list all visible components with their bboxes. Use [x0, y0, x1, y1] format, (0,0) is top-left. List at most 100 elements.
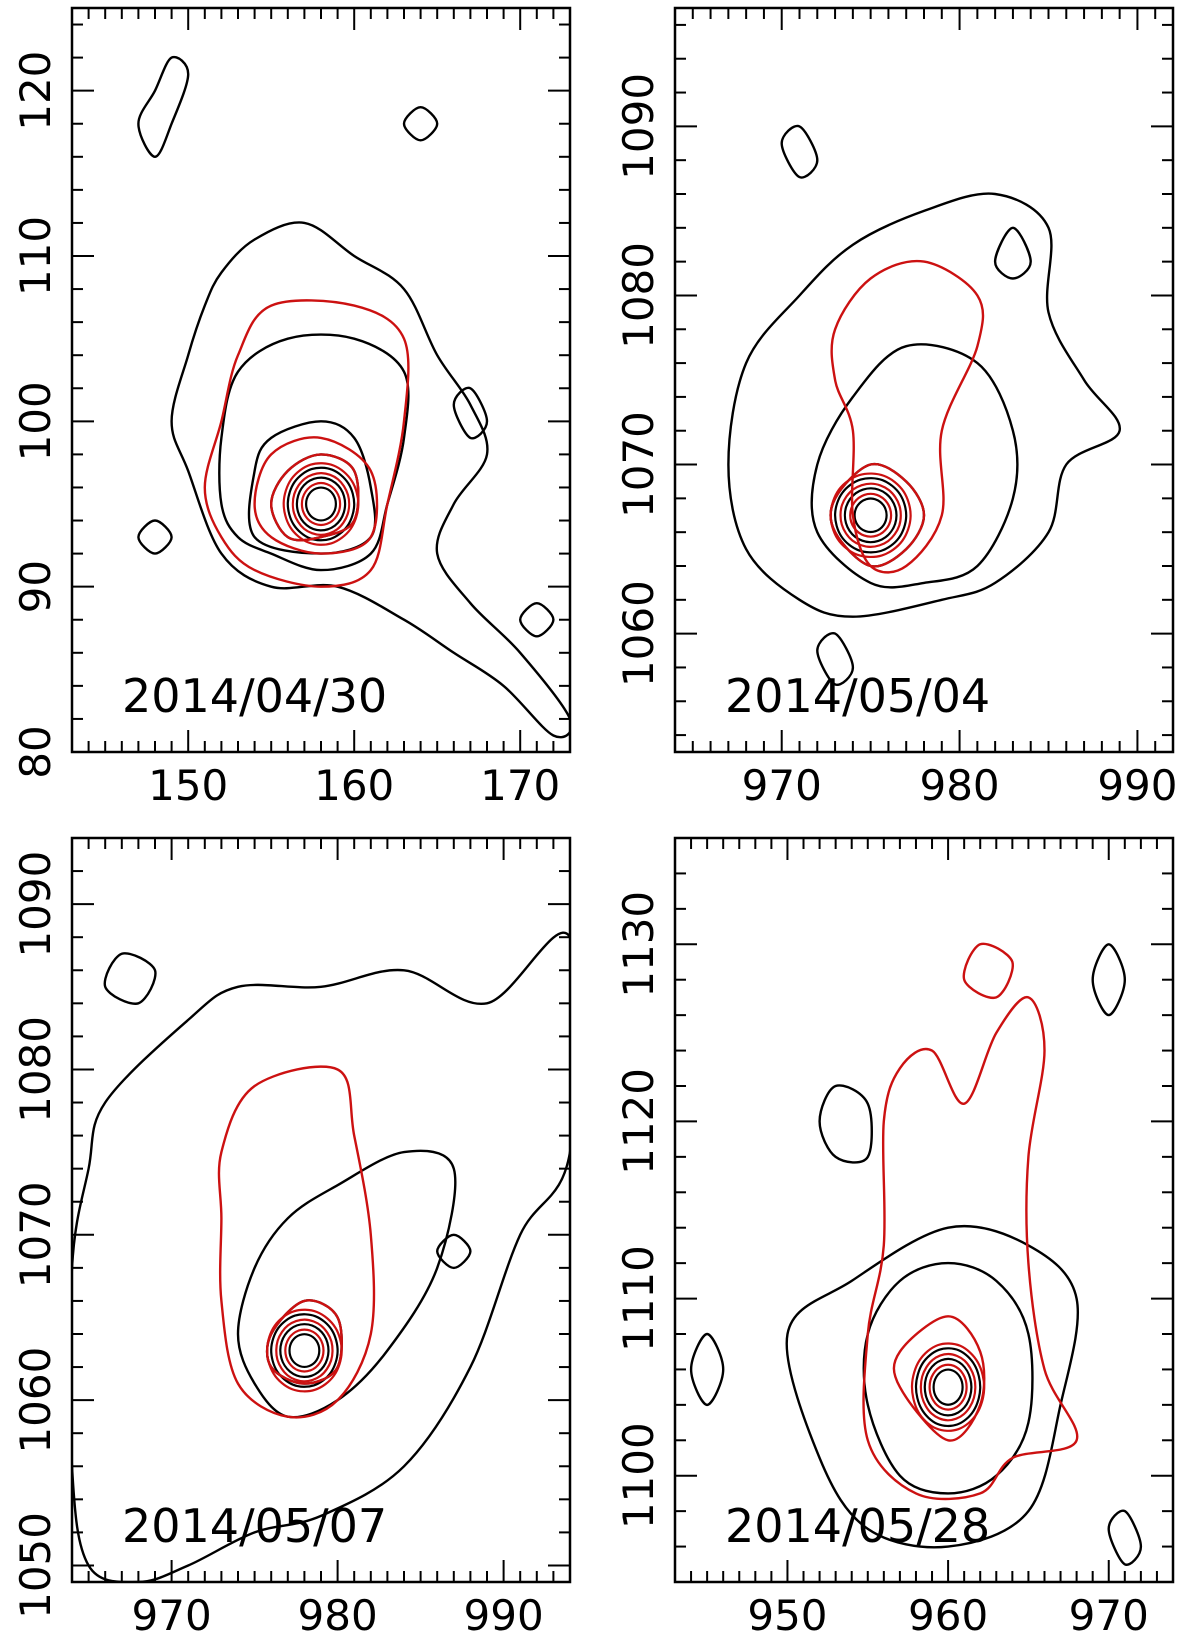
- black-contour-7: [137, 519, 173, 555]
- panel-3: 970 980 990 1050 1060 1070 1080 1090 2014/05/07: [11, 836, 572, 1638]
- panel-4: 950 960 970 1100 1110 1120 1130 2014/05/28: [614, 836, 1175, 1638]
- black-contour-5: [689, 1332, 725, 1407]
- y-tick-label: 1130: [614, 891, 663, 998]
- y-tick-label: 100: [11, 381, 60, 461]
- panel-date-label: 2014/04/30: [122, 669, 387, 723]
- red-contour-1: [203, 299, 410, 588]
- x-tick-label: 170: [480, 761, 560, 810]
- black-contour-2: [810, 343, 1019, 589]
- red-contour-2: [829, 462, 926, 568]
- black-contour-5: [780, 124, 819, 179]
- y-tick-label: 120: [11, 51, 60, 131]
- x-tick-label: 990: [464, 1591, 544, 1638]
- plot-frame: [673, 6, 1175, 754]
- y-tick-label: 1080: [614, 242, 663, 349]
- y-tick-label: 1070: [11, 1181, 60, 1288]
- black-contour-4: [993, 226, 1032, 280]
- black-contour-9: [519, 602, 555, 638]
- y-tick-label: 1070: [614, 411, 663, 518]
- red-core-ring-2: [919, 1352, 977, 1422]
- red-contour-1: [862, 996, 1079, 1501]
- red-core-ring-3: [265, 1308, 343, 1393]
- red-core-ring-2: [839, 482, 902, 549]
- black-contour-4: [1091, 943, 1126, 1017]
- black-contour-1: [218, 333, 410, 572]
- red-core-ring-2: [275, 1318, 334, 1383]
- y-tick-label: 1060: [614, 580, 663, 687]
- y-tick-label: 110: [11, 216, 60, 296]
- red-contour-1: [830, 259, 985, 574]
- red-core-ring-3: [829, 472, 912, 559]
- black-core-ring-1: [304, 486, 338, 522]
- y-tick-label: 1110: [614, 1245, 663, 1352]
- black-core-ring-2: [923, 1357, 973, 1417]
- black-contour-1: [862, 1261, 1034, 1495]
- y-tick-label: 1120: [614, 1068, 663, 1175]
- y-tick-label: 1100: [614, 1422, 663, 1529]
- plot-frame: [70, 6, 572, 754]
- black-contour-1: [72, 931, 570, 1582]
- y-tick-label: 80: [11, 725, 60, 778]
- black-contour-6: [1107, 1509, 1143, 1566]
- black-contour-5: [137, 55, 190, 158]
- x-tick-label: 960: [908, 1591, 988, 1638]
- black-core-ring-1: [853, 497, 888, 534]
- x-tick-label: 970: [742, 761, 822, 810]
- contour-group: [727, 124, 1121, 687]
- panel-2: 970 980 990 1060 1070 1080 1090 2014/05/04: [614, 6, 1178, 810]
- red-contour-1: [217, 1065, 376, 1419]
- red-core-ring-1: [300, 482, 342, 526]
- x-tick-label: 950: [747, 1591, 827, 1638]
- black-core-ring-3: [914, 1347, 982, 1428]
- black-core-ring-2: [295, 476, 347, 532]
- x-tick-label: 970: [1069, 1591, 1149, 1638]
- red-contour-2: [892, 1315, 986, 1442]
- plot-frame: [70, 836, 572, 1584]
- y-tick-label: 1090: [11, 851, 60, 958]
- y-tick-label: 1090: [614, 73, 663, 180]
- black-contour-8: [452, 386, 489, 440]
- y-tick-label: 1080: [11, 1016, 60, 1123]
- x-tick-label: 160: [314, 761, 394, 810]
- red-core-ring-1: [849, 492, 893, 538]
- black-contour-6: [816, 631, 855, 687]
- plot-frame: [673, 836, 1175, 1584]
- black-core-ring-1: [288, 1333, 321, 1368]
- x-tick-label: 980: [298, 1591, 378, 1638]
- black-contour-2: [236, 1149, 457, 1419]
- panel-1: 150 160 170 80 90 100 110 120 2014/04/30: [11, 6, 572, 810]
- black-core-ring-2: [279, 1323, 330, 1379]
- y-tick-label: 1060: [11, 1347, 60, 1454]
- red-contour-3: [270, 453, 360, 542]
- red-core-ring-1: [928, 1363, 968, 1411]
- red-contour-2: [253, 436, 379, 555]
- contour-group: [689, 942, 1143, 1566]
- x-tick-label: 980: [919, 761, 999, 810]
- y-tick-label: 90: [11, 560, 60, 613]
- contour-group: [72, 931, 570, 1582]
- black-core-ring-3: [270, 1313, 339, 1388]
- y-tick-label: 1050: [11, 1512, 60, 1619]
- black-contour-6: [402, 106, 439, 142]
- panel-date-label: 2014/05/28: [725, 1499, 990, 1553]
- black-contour-5: [103, 952, 157, 1005]
- black-core-ring-2: [843, 487, 898, 544]
- black-contour-3: [818, 1084, 873, 1164]
- black-core-ring-3: [286, 466, 356, 542]
- panel-date-label: 2014/05/07: [122, 1499, 387, 1553]
- black-contour-1: [727, 192, 1121, 618]
- red-core-ring-1: [284, 1328, 325, 1373]
- black-core-ring-1: [932, 1368, 964, 1406]
- contour-group: [137, 55, 570, 739]
- red-core-ring-2: [291, 471, 351, 537]
- red-contour-3: [962, 942, 1014, 1000]
- black-core-ring-3: [833, 477, 908, 554]
- x-tick-label: 970: [132, 1591, 212, 1638]
- black-contour-4: [436, 1233, 472, 1270]
- red-core-ring-3: [282, 462, 360, 546]
- red-core-ring-3: [910, 1342, 986, 1432]
- black-contour-2: [170, 221, 570, 739]
- panel-date-label: 2014/05/04: [725, 669, 990, 723]
- black-contour-2: [785, 1224, 1080, 1549]
